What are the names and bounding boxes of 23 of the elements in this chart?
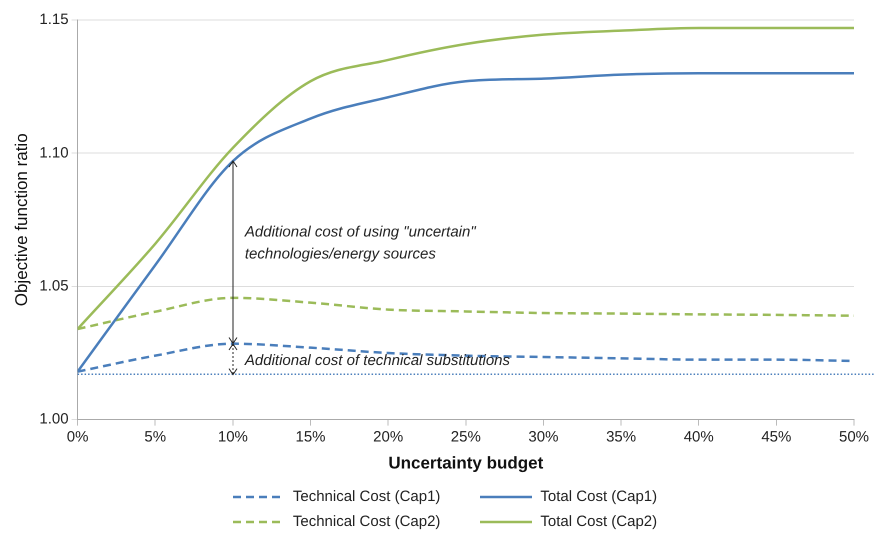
x-tick-label: 35% xyxy=(606,428,636,446)
x-tick-label: 10% xyxy=(218,428,248,446)
x-tick-label: 15% xyxy=(296,428,326,446)
x-tick-label: 30% xyxy=(528,428,558,446)
x-axis-title: Uncertainty budget xyxy=(388,453,544,472)
x-tick-label: 45% xyxy=(761,428,792,446)
y-tick-label: 1.15 xyxy=(39,11,69,28)
x-tick-label: 20% xyxy=(373,428,404,446)
y-tick-label: 1.10 xyxy=(39,144,69,162)
annotation: Additional cost of using "uncertain" technologies/energy sources xyxy=(244,223,476,262)
legend-label: Technical Cost (Cap2) xyxy=(292,513,440,530)
y-tick-label: 1.00 xyxy=(39,410,69,428)
x-tick-label: 50% xyxy=(838,428,870,446)
x-tick-label: 5% xyxy=(144,428,166,446)
y-tick-label: 1.05 xyxy=(39,278,69,295)
x-tick-label: 40% xyxy=(684,428,714,446)
legend-label: Total Cost (Cap2) xyxy=(540,513,658,530)
legend-label: Total Cost (Cap1) xyxy=(540,488,658,505)
annotation: Additional cost of technical substitutions xyxy=(244,352,511,370)
y-axis-title: Objective function ratio xyxy=(12,133,31,306)
legend-label: Technical Cost (Cap1) xyxy=(292,488,440,505)
x-tick-label: 0% xyxy=(66,428,88,446)
x-tick-label: 25% xyxy=(450,428,481,446)
